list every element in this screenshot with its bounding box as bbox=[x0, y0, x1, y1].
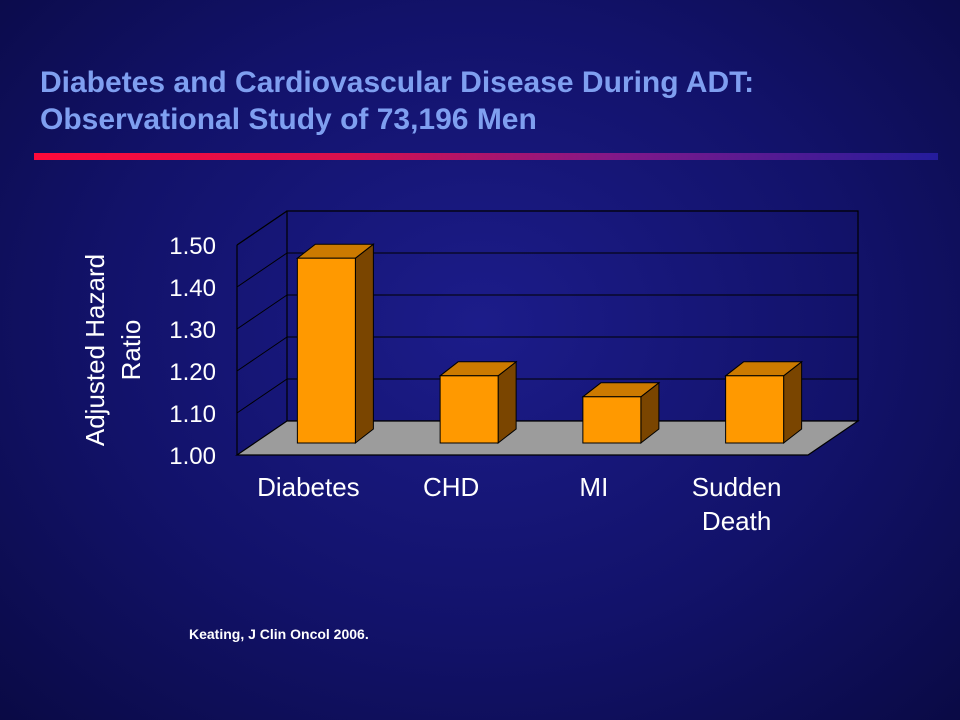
x-category-label: Death bbox=[702, 506, 771, 536]
gridline-side bbox=[236, 294, 288, 330]
title-divider bbox=[34, 153, 938, 160]
y-axis-label: Ratio bbox=[116, 320, 146, 381]
gridline-side bbox=[236, 252, 288, 288]
y-tick-label: 1.50 bbox=[169, 233, 216, 260]
title-line-1: Diabetes and Cardiovascular Disease Duri… bbox=[40, 66, 755, 99]
y-axis-label: Adjusted Hazard bbox=[80, 254, 110, 446]
bar-side bbox=[354, 243, 374, 445]
x-category-label: CHD bbox=[423, 472, 479, 502]
y-tick-label: 1.20 bbox=[169, 359, 216, 386]
gridline-side bbox=[236, 210, 288, 246]
slide-title: Diabetes and Cardiovascular Disease Duri… bbox=[40, 64, 940, 138]
x-category-label: MI bbox=[579, 472, 608, 502]
y-tick-label: 1.40 bbox=[169, 275, 216, 302]
chart-floor bbox=[235, 420, 860, 456]
bar bbox=[296, 257, 356, 444]
y-tick-label: 1.00 bbox=[169, 443, 216, 470]
bar bbox=[582, 396, 642, 444]
bar bbox=[439, 375, 499, 444]
gridline-side bbox=[236, 336, 288, 372]
bar bbox=[725, 375, 785, 444]
gridline-side bbox=[236, 378, 288, 414]
citation: Keating, J Clin Oncol 2006. bbox=[189, 626, 369, 642]
x-category-label: Sudden bbox=[692, 472, 782, 502]
x-category-label: Diabetes bbox=[257, 472, 360, 502]
y-tick-label: 1.10 bbox=[169, 401, 216, 428]
y-tick-label: 1.30 bbox=[169, 317, 216, 344]
title-line-2: Observational Study of 73,196 Men bbox=[40, 103, 537, 136]
